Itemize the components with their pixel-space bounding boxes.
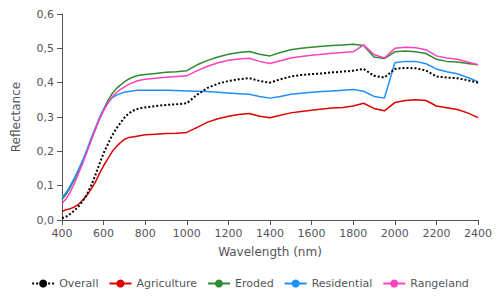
- svg-text:0,3: 0,3: [37, 111, 55, 124]
- svg-text:Wavelength (nm): Wavelength (nm): [218, 245, 322, 259]
- svg-text:2400: 2400: [464, 227, 492, 240]
- svg-text:400: 400: [52, 227, 73, 240]
- svg-text:0,4: 0,4: [37, 76, 55, 89]
- svg-text:0,1: 0,1: [37, 179, 55, 192]
- svg-text:1400: 1400: [256, 227, 284, 240]
- svg-text:0,5: 0,5: [37, 42, 55, 55]
- svg-text:Agriculture: Agriculture: [136, 277, 197, 290]
- svg-text:1800: 1800: [339, 227, 367, 240]
- svg-text:2200: 2200: [422, 227, 450, 240]
- svg-text:Residential: Residential: [312, 277, 373, 290]
- svg-text:0,6: 0,6: [37, 8, 55, 21]
- svg-text:0,2: 0,2: [37, 145, 55, 158]
- svg-text:0,0: 0,0: [37, 214, 55, 227]
- svg-text:1000: 1000: [173, 227, 201, 240]
- svg-text:Rangeland: Rangeland: [410, 277, 469, 290]
- svg-text:Eroded: Eroded: [235, 277, 274, 290]
- svg-text:1200: 1200: [214, 227, 242, 240]
- svg-text:1600: 1600: [298, 227, 326, 240]
- svg-text:800: 800: [135, 227, 156, 240]
- svg-text:Overall: Overall: [59, 277, 98, 290]
- svg-text:2000: 2000: [381, 227, 409, 240]
- svg-text:600: 600: [93, 227, 114, 240]
- svg-text:Reflectance: Reflectance: [9, 82, 23, 152]
